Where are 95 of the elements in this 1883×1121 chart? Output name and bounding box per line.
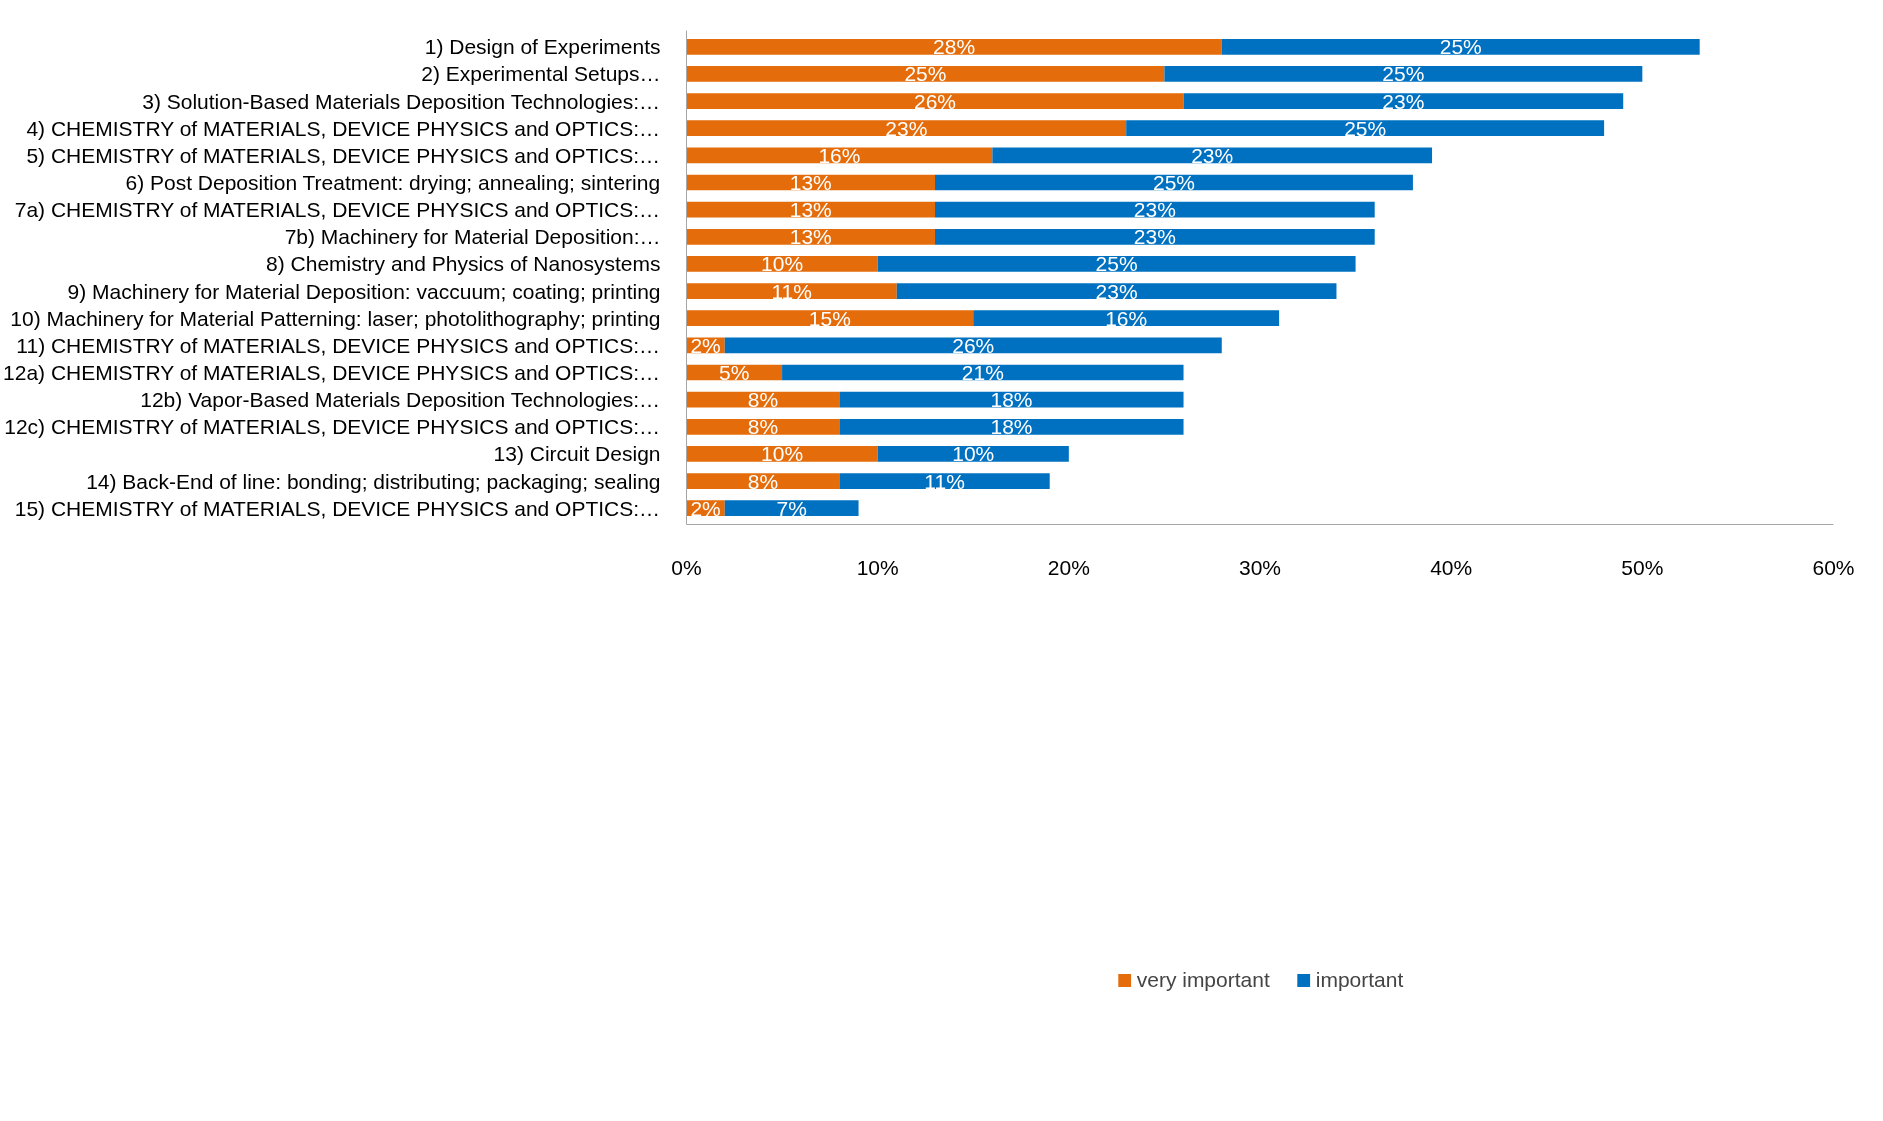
data-label: 13% [789, 225, 832, 249]
data-label: 25% [1344, 116, 1387, 140]
y-tick-label: 5) CHEMISTRY of MATERIALS, DEVICE PHYSICS and OPTICS:… [26, 143, 661, 167]
bar [686, 256, 878, 272]
y-tick-label: 14) Back-End of line: bonding; distributing; packaging; sealing [86, 469, 661, 493]
data-label: 23% [1095, 279, 1138, 303]
bar [1126, 120, 1605, 137]
bar [1164, 66, 1643, 82]
data-label: 16% [818, 143, 861, 167]
bar [686, 201, 936, 218]
bar [724, 337, 1222, 354]
bar [686, 391, 840, 408]
data-label: 16% [1105, 306, 1148, 330]
bar [686, 310, 974, 327]
data-label: 11% [771, 279, 812, 303]
data-label: 28% [933, 35, 976, 59]
y-tick-label: 1) Design of Experiments [424, 35, 661, 59]
data-label: 23% [1133, 225, 1176, 249]
data-label: 23% [1382, 89, 1425, 113]
data-label: 2% [690, 333, 721, 357]
data-label: 25% [1382, 62, 1425, 86]
x-tick-label: 40% [1430, 555, 1473, 579]
y-tick-label: 9) Machinery for Material Deposition: vaccuum; coating; printing [67, 279, 661, 303]
y-tick-label: 8) Chemistry and Physics of Nanosystems [266, 252, 661, 276]
data-label: 18% [990, 415, 1033, 439]
y-tick-label: 6) Post Deposition Treatment: drying; annealing; sintering [125, 171, 661, 194]
y-tick-label: 12a) CHEMISTRY of MATERIALS, DEVICE PHYSICS and OPTICS:… [3, 361, 661, 384]
bar [839, 391, 1184, 408]
data-label: 13% [789, 198, 832, 222]
bar [686, 120, 1127, 137]
data-label: 26% [952, 333, 995, 357]
bar [1183, 93, 1624, 109]
x-tick-label: 60% [1812, 555, 1855, 579]
y-tick-label: 13) Circuit Design [493, 442, 661, 466]
data-label: 25% [1152, 171, 1195, 194]
bar [686, 473, 840, 489]
bar [724, 500, 859, 517]
data-label: 2% [690, 496, 721, 520]
y-tick-label: 11) CHEMISTRY of MATERIALS, DEVICE PHYSICS and OPTICS:… [16, 333, 661, 357]
data-label: 10% [761, 442, 804, 466]
bar [877, 256, 1356, 272]
data-label: 18% [990, 388, 1033, 412]
data-label: 23% [885, 116, 928, 140]
y-tick-label: 10) Machinery for Material Patterning: laser; photolithography; printing [10, 306, 661, 330]
bar [686, 38, 1222, 55]
data-label: 25% [1439, 35, 1482, 59]
y-tick-label: 4) CHEMISTRY of MATERIALS, DEVICE PHYSICS and OPTICS:… [26, 116, 661, 140]
data-label: 8% [747, 415, 779, 439]
bar [973, 310, 1280, 327]
data-label: 26% [914, 89, 957, 113]
legend-label: important [1315, 968, 1404, 992]
data-label: 5% [719, 361, 750, 384]
data-label: 10% [761, 252, 804, 276]
y-tick-label: 15) CHEMISTRY of MATERIALS, DEVICE PHYSICS and OPTICS:… [14, 496, 661, 520]
y-tick-label: 12b) Vapor-Based Materials Deposition Technologies:… [140, 388, 661, 412]
bar [686, 66, 1165, 82]
data-label: 7% [776, 496, 807, 520]
bar [896, 283, 1337, 299]
data-label: 21% [961, 361, 1004, 384]
x-tick-label: 0% [671, 555, 702, 579]
data-label: 13% [789, 171, 832, 194]
bar [935, 201, 1375, 218]
bar [935, 228, 1375, 245]
data-label: 10% [952, 442, 995, 466]
bar [1221, 38, 1700, 55]
bar [992, 147, 1433, 164]
bar [877, 446, 1069, 462]
bar [935, 174, 1413, 191]
bar [686, 93, 1184, 109]
y-tick-label: 7b) Machinery for Material Deposition:… [284, 225, 661, 249]
legend-label: very important [1136, 968, 1270, 992]
x-tick-label: 10% [856, 555, 899, 579]
y-tick-label: 7a) CHEMISTRY of MATERIALS, DEVICE PHYSICS and OPTICS:… [14, 198, 661, 222]
y-tick-label: 3) Solution-Based Materials Deposition Technologies:… [142, 89, 661, 113]
data-label: 11% [924, 469, 965, 493]
data-label: 15% [808, 306, 851, 330]
bar [686, 283, 897, 299]
data-label: 8% [747, 388, 779, 412]
bar [782, 364, 1184, 381]
y-tick-label: 2) Experimental Setups… [421, 62, 661, 86]
bar [839, 418, 1184, 435]
bar [839, 473, 1050, 489]
y-tick-label: 12c) CHEMISTRY of MATERIALS, DEVICE PHYSICS and OPTICS:… [4, 415, 661, 439]
data-label: 25% [1095, 252, 1138, 276]
data-label: 23% [1191, 143, 1234, 167]
bar [686, 228, 936, 245]
x-tick-label: 20% [1047, 555, 1090, 579]
data-label: 25% [904, 62, 947, 86]
data-label: 8% [747, 469, 779, 493]
x-tick-label: 50% [1621, 555, 1664, 579]
bar [686, 446, 878, 462]
data-label: 23% [1133, 198, 1176, 222]
bar [686, 418, 840, 435]
x-tick-label: 30% [1238, 555, 1282, 579]
bar [686, 147, 993, 164]
